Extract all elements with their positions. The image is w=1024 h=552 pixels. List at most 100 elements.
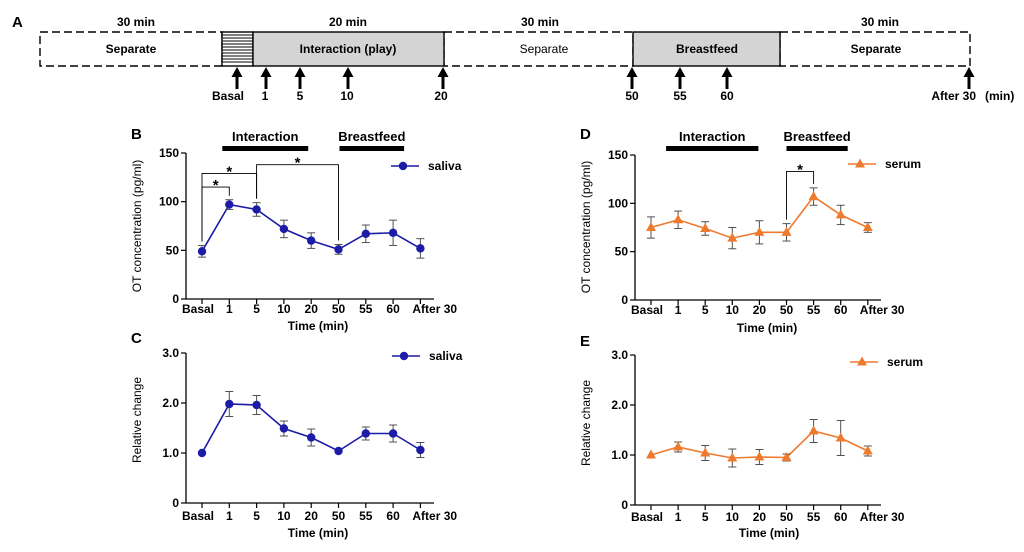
- legend-swatch-marker: [398, 161, 408, 171]
- y-tick-label: 2.0: [611, 398, 628, 412]
- sample-time-label: 10: [340, 89, 354, 103]
- y-tick-label: 0: [172, 496, 179, 510]
- significance-bracket: [256, 164, 339, 241]
- y-tick-label: 150: [159, 146, 179, 160]
- time-unit-label: (min): [985, 89, 1014, 103]
- x-tick-label: 1: [226, 509, 233, 523]
- significance-star: *: [797, 161, 803, 178]
- sample-arrow: [437, 67, 449, 89]
- x-tick-label: 20: [753, 303, 767, 317]
- x-tick-label: 50: [780, 510, 794, 524]
- x-tick-label: After 30: [412, 509, 457, 523]
- x-tick-label: 55: [807, 510, 821, 524]
- panel-label-b: B: [131, 126, 142, 143]
- data-point: [646, 449, 656, 459]
- legend-label: saliva: [428, 159, 462, 173]
- data-point: [334, 446, 343, 456]
- sample-time-label: 60: [720, 89, 734, 103]
- x-tick-label: 1: [675, 303, 682, 317]
- y-tick-label: 2.0: [162, 396, 179, 410]
- data-point: [252, 205, 261, 214]
- legend-swatch-marker: [855, 158, 865, 168]
- phase-bar: [339, 146, 405, 151]
- data-point: [388, 228, 398, 238]
- panel-label-d: D: [580, 126, 591, 143]
- x-tick-label: Basal: [182, 302, 214, 316]
- x-tick-label: 5: [253, 302, 260, 316]
- data-point: [700, 447, 711, 457]
- x-tick-label: Basal: [182, 509, 214, 523]
- legend-swatch-marker: [399, 351, 409, 361]
- phase-bar: [786, 146, 848, 151]
- x-tick-label: After 30: [412, 302, 457, 316]
- sample-arrow: [963, 67, 975, 89]
- legend-label: serum: [887, 355, 923, 369]
- y-axis-title: OT concentration (pg/ml): [579, 161, 593, 294]
- x-tick-label: 60: [834, 510, 848, 524]
- data-point: [416, 445, 425, 455]
- x-tick-label: After 30: [860, 510, 905, 524]
- phase-label: Breastfeed: [783, 129, 850, 144]
- x-tick-label: 1: [226, 302, 233, 316]
- data-point: [225, 200, 234, 209]
- y-tick-label: 3.0: [162, 346, 179, 360]
- x-tick-label: Basal: [631, 303, 663, 317]
- basal-box-frame: [221, 31, 254, 67]
- x-tick-label: 60: [834, 303, 848, 317]
- data-point: [307, 433, 316, 442]
- panel-label-c: C: [131, 330, 142, 347]
- duration-label: 30 min: [521, 15, 559, 29]
- y-tick-label: 50: [166, 243, 180, 257]
- data-point: [754, 226, 765, 236]
- x-tick-label: 20: [753, 510, 767, 524]
- data-point: [388, 429, 398, 438]
- x-axis-title: Time (min): [288, 319, 348, 333]
- data-point: [862, 445, 873, 455]
- segment-label: Interaction (play): [300, 42, 397, 56]
- x-tick-label: 10: [726, 303, 740, 317]
- data-point: [279, 224, 289, 234]
- x-tick-label: 55: [359, 302, 373, 316]
- sample-arrow: [260, 67, 272, 89]
- duration-label: 30 min: [117, 15, 155, 29]
- y-tick-label: 50: [615, 245, 629, 259]
- duration-label: 30 min: [861, 15, 899, 29]
- data-point: [646, 222, 656, 231]
- data-point: [835, 432, 846, 442]
- y-tick-label: 1.0: [162, 446, 179, 460]
- chart-c-saliva-relative-change: C 0 1.0 2.0 3.0 Basal 1 5 10 20 50 55 60 After 30 Time…: [130, 330, 463, 540]
- timeline-panel: A 30 min 20 min 30 min 30 min Separate: [12, 14, 1014, 103]
- data-point: [835, 209, 846, 219]
- significance-star: *: [295, 155, 301, 172]
- sample-time-label: 1: [262, 89, 269, 103]
- x-axis-title: Time (min): [288, 526, 348, 540]
- sample-time-label: Basal: [212, 89, 244, 103]
- significance-star: *: [213, 177, 219, 194]
- x-tick-label: 5: [702, 510, 709, 524]
- x-axis-title: Time (min): [737, 321, 797, 335]
- x-tick-label: 50: [332, 302, 346, 316]
- separate-box: [39, 31, 223, 67]
- sample-arrow: [294, 67, 306, 89]
- data-point: [361, 229, 370, 238]
- sampling-arrows: Basal 1 5 10 20 50 55 60 After 30: [212, 67, 976, 103]
- legend-swatch-marker: [857, 356, 867, 366]
- x-tick-label: 60: [386, 509, 400, 523]
- x-axis-title: Time (min): [739, 526, 799, 540]
- data-point: [781, 226, 792, 236]
- phase-bar: [666, 146, 759, 151]
- data-point: [808, 425, 819, 435]
- segment-label: Separate: [520, 42, 569, 56]
- panel-label-a: A: [12, 14, 23, 31]
- chart-b-saliva-concentration: B 0 50 100 150 Basal 1 5 10 20 50 55 60 After 30 Time …: [130, 126, 462, 333]
- y-tick-label: 100: [159, 195, 179, 209]
- y-tick-label: 150: [608, 148, 628, 162]
- chart-e-serum-relative-change: E 0 1.0 2.0 3.0 Basal 1 5 10 20 50 55 60 After 30 Time…: [579, 333, 923, 540]
- x-tick-label: 55: [359, 509, 373, 523]
- data-point: [416, 244, 425, 253]
- x-tick-label: Basal: [631, 510, 663, 524]
- data-point: [700, 222, 711, 232]
- data-point: [727, 452, 738, 462]
- x-tick-label: 10: [277, 509, 291, 523]
- phase-label: Breastfeed: [338, 129, 405, 144]
